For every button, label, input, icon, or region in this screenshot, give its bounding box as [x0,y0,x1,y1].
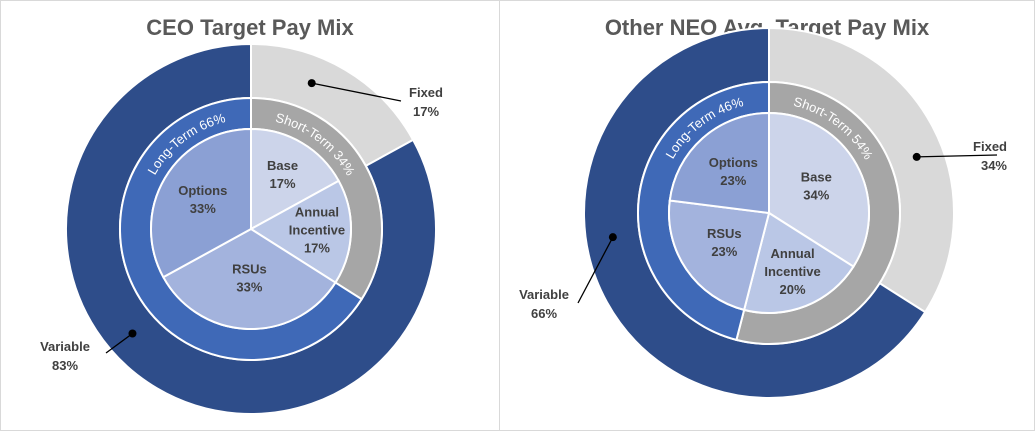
callout-value-variable: 83% [52,358,78,373]
inner-pie-label-annual-incentive: Annual [295,205,339,220]
callout-line-fixed [311,82,402,102]
callout-label-variable: Variable [519,287,569,302]
inner-pie-slice-options [150,127,252,279]
inner-pie-label-options: Options [178,183,227,198]
inner-pie-label-options-value: 23% [720,173,746,188]
inner-pie-label-annual-incentive-value: 20% [780,282,806,297]
callout-line-variable [105,332,133,354]
inner-pie-label-options: Options [709,155,758,170]
inner-pie-label-rsus: RSUs [707,226,742,241]
callout-label-variable: Variable [40,339,90,354]
neo-chart-panel: Other NEO Avg. Target Pay Mix Short-Term… [499,0,1035,431]
callout-label-fixed: Fixed [973,139,1007,154]
inner-pie-label-annual-incentive: Incentive [764,264,820,279]
inner-pie-label-options-value: 33% [190,201,216,216]
callout-value-variable: 66% [531,306,557,321]
inner-pie-label-base-value: 34% [803,187,829,202]
inner-pie-label-rsus: RSUs [232,261,267,276]
ceo-chart-panel: CEO Target Pay Mix Short-Term 34% Long-Te… [0,0,500,431]
inner-pie-label-annual-incentive: Annual [771,246,815,261]
inner-pie-label-base: Base [267,158,298,173]
inner-pie-label-annual-incentive-value: 17% [304,241,330,256]
ceo-chart-title: CEO Target Pay Mix [146,15,354,40]
inner-pie-slice-annual-incentive [742,211,855,314]
neo-pay-mix-chart: Short-Term 54%Long-Term 46%Base34%Annual… [519,26,1007,399]
inner-pie-label-base-value: 17% [270,176,296,191]
callout-value-fixed: 34% [981,158,1007,173]
inner-pie-slice-annual-incentive [249,179,352,284]
inner-pie-slice-options [668,111,770,215]
ceo-pay-mix-chart: Short-Term 34%Long-Term 66%Base17%Annual… [40,42,443,415]
callout-line-fixed [916,154,998,158]
inner-pie-label-rsus-value: 33% [236,279,262,294]
callout-dot-variable [608,233,617,242]
inner-pie-slice-base [250,127,340,231]
callout-label-fixed: Fixed [409,85,443,100]
callout-line-variable [577,236,614,304]
inner-pie-label-rsus-value: 23% [711,244,737,259]
callout-value-fixed: 17% [413,104,439,119]
inner-pie-label-annual-incentive: Incentive [289,223,345,238]
inner-pie-label-base: Base [801,169,832,184]
inner-pie-slice-rsus [668,199,771,312]
